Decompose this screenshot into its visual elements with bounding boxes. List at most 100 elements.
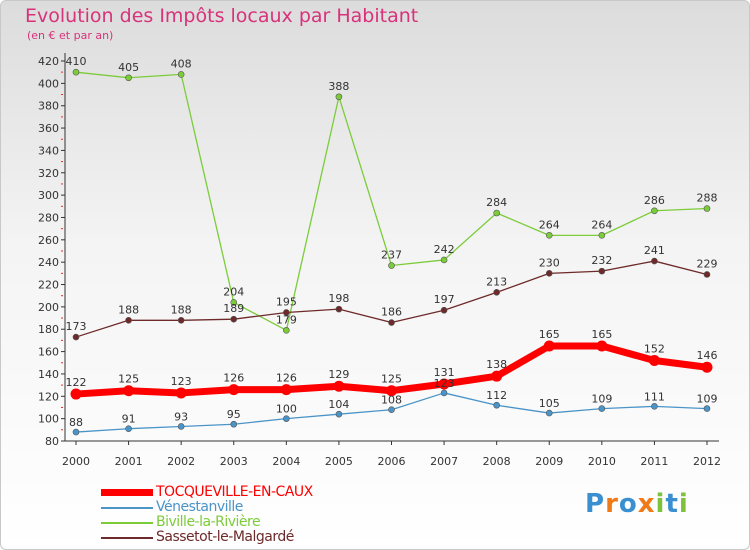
data-point xyxy=(651,257,658,265)
x-tick-label: 2003 xyxy=(220,455,248,468)
data-point xyxy=(283,327,290,334)
logo-letter: t xyxy=(665,489,679,519)
legend-item: TOCQUEVILLE-EN-CAUX xyxy=(101,485,313,500)
data-label: 410 xyxy=(66,55,87,68)
x-tick-label: 2011 xyxy=(640,455,668,468)
data-label: 173 xyxy=(66,320,87,333)
x-tick-label: 2000 xyxy=(62,455,90,468)
y-tick-label: 120 xyxy=(38,390,59,403)
data-label: 237 xyxy=(381,249,402,262)
y-tick-label: 220 xyxy=(38,279,59,292)
data-point xyxy=(177,71,185,78)
data-label: 108 xyxy=(381,394,402,407)
data-point xyxy=(598,267,606,275)
data-point xyxy=(493,401,500,409)
data-point xyxy=(125,425,132,433)
legend: TOCQUEVILLE-EN-CAUX Vénestanville Biville-… xyxy=(101,485,313,545)
x-tick-label: 2008 xyxy=(483,455,511,468)
data-point xyxy=(335,93,343,101)
data-point xyxy=(72,333,80,341)
data-label: 197 xyxy=(434,293,455,306)
data-label: 125 xyxy=(381,373,402,386)
data-label: 230 xyxy=(539,256,560,269)
legend-swatch xyxy=(101,537,153,539)
data-point xyxy=(440,256,448,264)
data-point xyxy=(230,315,238,323)
legend-label: Sassetot-le-Malgardé xyxy=(156,529,294,545)
data-point xyxy=(125,74,132,82)
data-label: 284 xyxy=(486,196,507,209)
x-tick-label: 2004 xyxy=(272,455,300,468)
x-tick-label: 2001 xyxy=(115,455,143,468)
legend-swatch xyxy=(101,507,153,509)
data-label: 188 xyxy=(171,303,192,316)
y-tick-label: 100 xyxy=(38,413,59,426)
data-label: 122 xyxy=(66,376,87,389)
data-point xyxy=(651,403,658,410)
data-point xyxy=(70,388,82,400)
logo-letter: i xyxy=(678,489,689,519)
data-label: 123 xyxy=(434,377,455,390)
data-label: 408 xyxy=(171,57,192,70)
data-label: 104 xyxy=(328,398,349,411)
data-point xyxy=(596,340,608,352)
x-tick-label: 2006 xyxy=(378,455,406,468)
y-tick-label: 380 xyxy=(38,100,59,113)
data-label: 146 xyxy=(697,349,718,362)
data-point xyxy=(72,428,80,436)
data-point xyxy=(335,305,343,313)
data-label: 188 xyxy=(118,303,139,316)
data-label: 93 xyxy=(174,410,188,423)
data-label: 198 xyxy=(328,292,349,305)
data-label: 91 xyxy=(122,413,136,426)
y-tick-label: 420 xyxy=(38,55,59,68)
data-label: 165 xyxy=(539,328,560,341)
data-label: 189 xyxy=(223,302,244,315)
data-point xyxy=(701,361,713,373)
y-tick-label: 360 xyxy=(38,122,59,135)
data-point xyxy=(440,389,448,397)
data-label: 286 xyxy=(644,194,665,207)
data-point xyxy=(230,299,238,306)
chart-title: Evolution des Impôts locaux par Habitant xyxy=(25,5,419,27)
data-label: 242 xyxy=(434,243,455,256)
logo-letter: P xyxy=(585,489,606,519)
data-label: 100 xyxy=(276,403,297,416)
data-label: 105 xyxy=(539,397,560,410)
data-label: 179 xyxy=(276,313,297,326)
proxiti-logo: Proxiti xyxy=(585,489,689,519)
y-tick-label: 340 xyxy=(38,144,59,157)
data-point xyxy=(598,232,606,239)
legend-label: Biville-la-Rivière xyxy=(156,514,261,530)
data-label: 204 xyxy=(223,285,244,298)
data-label: 165 xyxy=(591,328,612,341)
data-point xyxy=(491,370,503,382)
y-tick-label: 320 xyxy=(38,167,59,180)
data-label: 152 xyxy=(644,343,665,356)
data-point xyxy=(703,405,711,412)
chart-subtitle: (en € et par an) xyxy=(27,29,114,42)
data-point xyxy=(386,385,397,397)
x-tick-label: 2005 xyxy=(325,455,353,468)
data-label: 95 xyxy=(227,408,241,421)
data-point xyxy=(177,316,185,324)
data-label: 126 xyxy=(276,372,297,385)
legend-item: Sassetot-le-Malgardé xyxy=(101,530,313,545)
y-tick-label: 160 xyxy=(38,346,59,359)
legend-swatch xyxy=(101,489,153,496)
data-label: 111 xyxy=(644,390,665,403)
data-label: 131 xyxy=(434,366,455,379)
data-point xyxy=(545,232,553,239)
data-point xyxy=(545,409,553,417)
x-tick-label: 2002 xyxy=(167,455,195,468)
y-tick-label: 280 xyxy=(38,211,59,224)
data-label: 388 xyxy=(328,80,349,93)
data-label: 405 xyxy=(118,61,139,74)
x-tick-label: 2007 xyxy=(430,455,458,468)
legend-item: Vénestanville xyxy=(101,500,313,515)
y-tick-label: 240 xyxy=(38,256,59,269)
data-point xyxy=(545,270,553,277)
y-tick-label: 400 xyxy=(38,77,59,90)
